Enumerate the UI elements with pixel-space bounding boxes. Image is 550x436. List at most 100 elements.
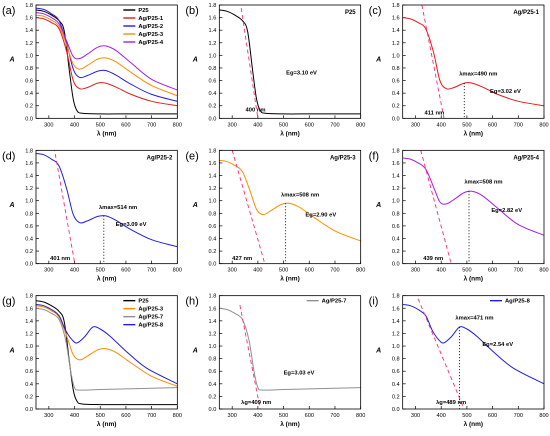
panel-a-y-axis-label: A [8,57,14,64]
panel-b-y-tick-label: 1.2 [209,41,217,47]
panel-c-x-tick-label: 800 [539,122,548,128]
panel-d-x-tick-label: 800 [173,268,182,274]
panel-i-x-tick-label: 500 [462,413,471,419]
panel-c-y-tick-label: 1.4 [392,28,400,34]
panel-g-y-tick-label: 0.8 [25,357,33,363]
panel-f-x-tick-label: 800 [539,268,548,274]
panel-d-plot-area [36,150,178,264]
panel-h-x-tick-label: 600 [305,413,314,419]
panel-c-y-axis-label: A [375,57,381,64]
panel-d-y-tick-label: 1.2 [25,186,33,192]
panel-g-legend-entry: Ag/P25-7 [138,315,163,321]
panel-b-annotation: 400 nm [246,107,266,113]
panel-g-y-tick-label: 0.4 [25,382,33,388]
panel-c-series-tangent [421,5,445,119]
panel-h-x-tick-label: 400 [253,413,262,419]
panel-g-label: (g) [2,296,15,308]
panel-h: (h) 300 400 500 600 700 800 0.0 0.2 0.4 0.6 0.8 1.0 1… [185,294,365,428]
panel-b-plot-area [219,8,361,119]
panel-b-y-tick-label: 1.6 [209,16,217,22]
panel-e-y-tick-label: 1.4 [209,174,217,180]
panel-i-y-tick-label: 0.8 [392,357,400,363]
panel-f-x-tick-label: 700 [514,268,523,274]
panel-g-plot-area [36,300,178,406]
panel-e-x-axis-label: λ (nm) [280,275,300,283]
panel-d-y-tick-label: 0.0 [25,262,33,268]
panel-g-y-tick-label: 0.6 [25,369,33,375]
panel-f-x-axis-label: λ (nm) [464,275,484,283]
panel-g-y-tick-label: 1.6 [25,306,33,312]
panel-a-legend-entry: Ag/P25-3 [138,32,164,38]
panel-i-x-tick-label: 600 [488,413,497,419]
panel-g-frame [35,295,178,410]
panel-a-frame [35,4,178,119]
panel-i-y-tick-label: 0.0 [392,407,400,413]
panel-e-y-tick-label: 0.4 [209,236,217,242]
panel-c-x-tick-label: 400 [437,122,446,128]
panel-h-series-ag-p25-7 [219,307,361,391]
panel-c-x-tick-label: 300 [411,122,420,128]
panel-a-y-tick-label: 0.0 [25,116,33,122]
panel-b-x-tick-label: 600 [305,122,314,128]
panel-a-y-tick-label: 1.0 [25,53,33,59]
panel-g-series-ag-p25-3 [36,305,178,387]
panel-h-y-tick-label: 0.2 [209,394,217,400]
panel-b-y-tick-label: 0.6 [209,79,217,85]
panel-a-y-tick-label: 1.4 [25,28,33,34]
panel-f-label: (f) [369,150,379,162]
panel-i-plot-area [402,298,544,409]
panel-b-y-tick-label: 0.0 [209,116,217,122]
panel-g-series-ag-p25-8 [36,304,178,385]
panel-e-series-tangent [231,150,266,264]
panel-b-y-tick-label: 0.4 [209,91,217,97]
panel-i-y-axis-label: A [375,347,381,354]
panel-i-y-tick-label: 1.8 [392,294,400,300]
panel-c-y-tick-label: 0.6 [392,79,400,85]
panel-a-y-tick-label: 0.8 [25,66,33,72]
panel-i-annotation: λg=489 nm [436,400,466,406]
panel-f-annotation: λmax=508 nm [464,180,502,186]
panel-g-y-tick-label: 0.0 [25,407,33,413]
panel-d-series-ag-p25-2 [36,153,178,248]
panel-e-y-tick-label: 1.6 [209,161,217,167]
panel-c: (c) 300 400 500 600 700 800 0.0 0.2 0.4 0.6 0.8 1.0 1… [369,3,549,137]
panel-a-x-tick-label: 300 [44,122,53,128]
panel-c-y-tick-label: 0.2 [392,104,400,110]
panel-b-y-tick-label: 0.2 [209,104,217,110]
panel-e-annotation: Eg=2.90 eV [305,212,336,218]
panel-a-y-tick-label: 0.6 [25,79,33,85]
panel-d-y-tick-label: 0.8 [25,211,33,217]
panel-c-x-tick-label: 700 [514,122,523,128]
panel-a-series-ag-p25-3 [36,14,178,97]
panel-i-series-ag-p25-8 [402,304,544,385]
panel-c-annotation: λmax=490 nm [459,72,497,78]
panel-b-y-axis-label: A [192,57,198,64]
panel-e-y-tick-label: 1.8 [209,148,217,154]
panel-b-y-tick-label: 0.8 [209,66,217,72]
panel-a-legend-entry: Ag/P25-4 [138,40,164,46]
panel-g-x-tick-label: 700 [147,413,156,419]
panel-d: (d) 300 400 500 600 700 800 0.0 0.2 0.4 0.6 0.8 1.0 1… [2,148,182,283]
panel-c-x-tick-label: 500 [462,122,471,128]
panel-e-x-tick-label: 400 [253,268,262,274]
panel-a-series-ag-p25-4 [36,12,178,91]
panel-d-x-tick-label: 500 [96,268,105,274]
panel-f-y-axis-label: A [375,202,381,209]
panel-a-y-tick-label: 1.2 [25,41,33,47]
panel-c-series-ag-p25-1 [402,17,544,107]
panel-f-y-tick-label: 0.0 [392,262,400,268]
panel-f-y-tick-label: 0.6 [392,224,400,230]
panel-a-x-axis-label: λ (nm) [97,129,117,137]
panel-f-y-tick-label: 1.4 [392,174,400,180]
panel-a-y-tick-label: 1.8 [25,3,33,9]
panel-d-y-tick-label: 1.8 [25,148,33,154]
panel-c-x-axis-label: λ (nm) [464,129,484,137]
panel-h-plot-area [219,305,361,409]
panel-d-x-axis-label: λ (nm) [97,275,117,283]
panel-c-label: (c) [369,5,382,17]
panel-g-x-tick-label: 600 [121,413,130,419]
panel-a-legend-entry: Ag/P25-2 [138,24,163,30]
panel-e-plot-area [219,150,361,264]
panel-a-x-tick-label: 400 [70,122,79,128]
panel-c-plot-area [402,5,544,119]
